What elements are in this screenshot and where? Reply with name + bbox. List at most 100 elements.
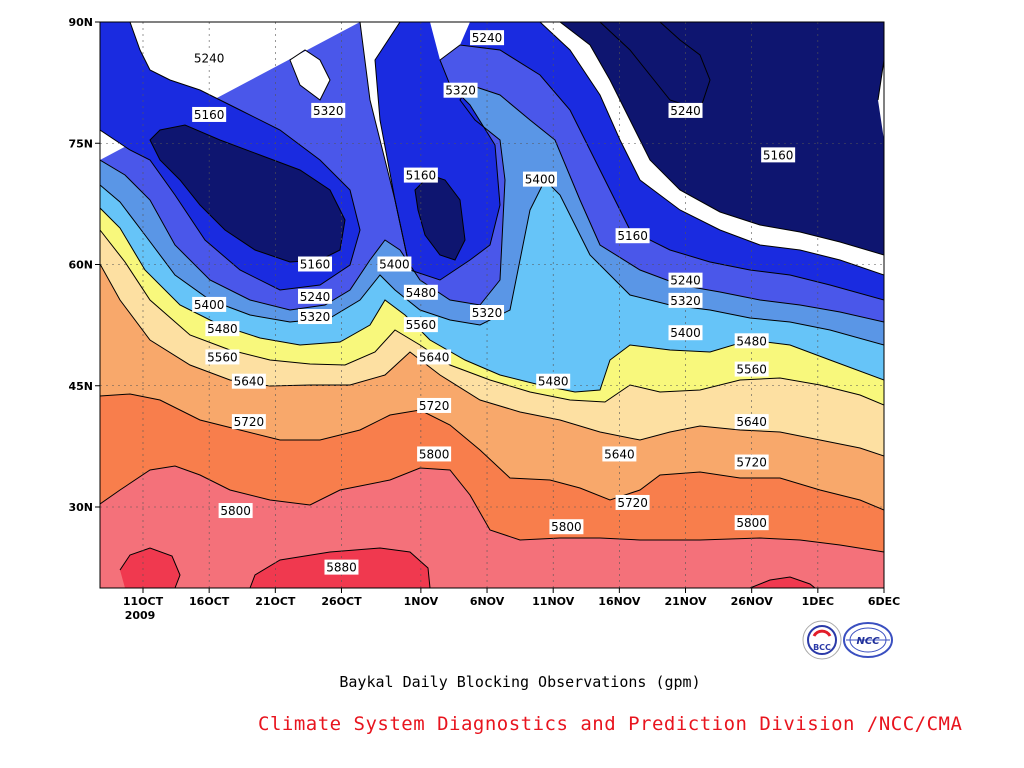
contour-label: 5640	[602, 446, 637, 462]
contour-label-text: 5320	[313, 104, 344, 118]
contour-label-box	[231, 373, 266, 389]
contour-label-text: 5560	[207, 350, 238, 364]
contour-label-box	[668, 325, 703, 341]
contour-label: 5800	[417, 446, 452, 462]
contour-label-text: 5480	[538, 375, 569, 389]
contour-label-box	[231, 414, 266, 430]
ncc-logo: NCC	[843, 622, 893, 658]
contour-label-text: 5400	[194, 298, 225, 312]
contour-label: 5160	[761, 147, 796, 163]
y-tick-label: 60N	[68, 259, 93, 272]
contour-label-text: 5720	[419, 399, 450, 413]
contour-label: 5160	[615, 228, 650, 244]
x-tick-label: 1NOV	[404, 595, 439, 608]
contour-label-text: 5320	[300, 310, 331, 324]
contour-label-text: 5720	[617, 496, 648, 510]
contour-label: 5480	[734, 333, 769, 349]
y-tick-label: 75N	[68, 137, 93, 150]
contour-label-box	[668, 272, 703, 288]
contour-label: 5480	[536, 373, 571, 389]
x-tick-label: 11OCT	[123, 595, 164, 608]
contour-label: 5720	[615, 494, 650, 510]
contour-label: 5320	[298, 309, 333, 325]
contour-label-text: 5320	[670, 294, 701, 308]
contour-label-box	[668, 102, 703, 118]
x-tick-label: 16NOV	[598, 595, 641, 608]
contour-label-text: 5800	[419, 447, 450, 461]
contour-label-box	[298, 309, 333, 325]
contour-label-text: 5160	[194, 108, 225, 122]
contour-label: 5240	[192, 50, 227, 66]
contour-label-text: 5640	[604, 447, 635, 461]
contour-label-box	[403, 317, 438, 333]
x-tick-label: 6DEC	[868, 595, 900, 608]
contour-label-text: 5560	[406, 318, 437, 332]
contour-label-box	[192, 50, 227, 66]
x-tick-label: 26NOV	[731, 595, 774, 608]
contour-label: 5800	[549, 519, 584, 535]
contour-label-box	[734, 414, 769, 430]
contour-label-text: 5640	[234, 375, 265, 389]
contour-labels: 5240 5160 5320 5240 5320 5240 5160 5400 5160 5160…	[192, 30, 796, 575]
contour-label-box	[417, 397, 452, 413]
contour-label-box	[205, 349, 240, 365]
contour-label: 5240	[470, 30, 505, 46]
contour-label: 5320	[443, 82, 478, 98]
contour-label: 5560	[205, 349, 240, 365]
contour-label-text: 5880	[326, 561, 357, 575]
contour-label-box	[470, 30, 505, 46]
contour-label-box	[298, 288, 333, 304]
contour-label: 5560	[734, 361, 769, 377]
x-year-label: 2009	[125, 609, 156, 622]
contour-label: 5320	[668, 292, 703, 308]
contour-label-text: 5320	[472, 306, 503, 320]
contour-label: 5800	[734, 515, 769, 531]
contour-label: 5400	[192, 296, 227, 312]
contour-label-box	[734, 454, 769, 470]
band-5640-5720	[100, 264, 884, 510]
contour-label-box	[192, 106, 227, 122]
contour-label-box	[602, 446, 637, 462]
bcc-logo: BCC	[802, 620, 842, 660]
bcc-logo-text: BCC	[813, 643, 831, 652]
contour-label: 5800	[218, 503, 253, 519]
contour-label-box	[403, 284, 438, 300]
contour-label: 5480	[205, 321, 240, 337]
band-5720-5800	[100, 394, 884, 552]
contour-label: 5160	[403, 167, 438, 183]
band-5560-5640	[100, 230, 884, 456]
x-tick-label: 6NOV	[470, 595, 505, 608]
contour-label-box	[417, 446, 452, 462]
contour-label-box	[218, 503, 253, 519]
contour-label: 5640	[417, 349, 452, 365]
contour-label: 5320	[311, 102, 346, 118]
contour-label-box	[298, 256, 333, 272]
contour-label-box	[734, 361, 769, 377]
x-axis: 11OCT 16OCT 21OCT 26OCT 1NOV 6NOV 11NOV 16NOV 21…	[123, 588, 900, 608]
x-tick-label: 16OCT	[189, 595, 230, 608]
contour-label: 5160	[298, 256, 333, 272]
contour-label-box	[377, 256, 412, 272]
contour-label-box	[536, 373, 571, 389]
contour-label-text: 5160	[617, 229, 648, 243]
contour-label-text: 5320	[445, 84, 476, 98]
contour-label: 5240	[668, 272, 703, 288]
x-tick-label: 26OCT	[321, 595, 362, 608]
x-tick-label: 21OCT	[255, 595, 296, 608]
contour-label-text: 5160	[406, 169, 437, 183]
contour-label-text: 5480	[207, 322, 238, 336]
plot-frame	[99, 21, 885, 589]
contour-label-text: 5240	[300, 290, 331, 304]
contour-label-box	[192, 296, 227, 312]
contour-label-text: 5240	[194, 51, 225, 65]
credit-line: Climate System Diagnostics and Predictio…	[258, 713, 963, 735]
contour-label: 5560	[403, 317, 438, 333]
contour-label-box	[403, 167, 438, 183]
contour-label: 5320	[470, 305, 505, 320]
contour-label-text: 5720	[736, 456, 767, 470]
contour-label: 5880	[324, 559, 359, 575]
contour-label-text: 5800	[736, 516, 767, 530]
contour-label-text: 5240	[670, 104, 701, 118]
contour-label-text: 5400	[379, 258, 410, 272]
